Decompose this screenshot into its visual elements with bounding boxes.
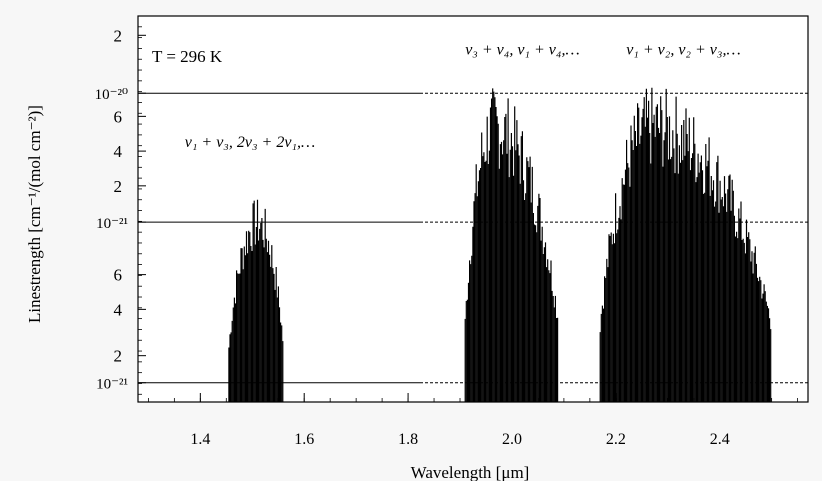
x-tick-label: 2.4: [710, 431, 730, 448]
band-label: v₃ + v₄, v₁ + v₄,…: [465, 42, 579, 59]
x-tick-label: 1.6: [294, 431, 314, 448]
x-tick-label: 2.2: [606, 431, 626, 448]
x-tick-label: 1.4: [190, 431, 210, 448]
y-tick-label: 2: [114, 177, 123, 196]
y-axis-label: Linestrength [cm⁻¹/(mol cm⁻²)]: [25, 105, 44, 323]
spectrum-bars: [228, 87, 772, 402]
x-axis-label: Wavelength [μm]: [411, 463, 530, 481]
y-tick-label: 4: [114, 300, 123, 319]
plot-frame: [137, 15, 809, 403]
y-tick-label: 2: [114, 347, 123, 366]
y-tick-label: 10⁻²¹: [96, 216, 128, 232]
x-tick-label: 2.0: [502, 431, 522, 448]
y-tick-label: 2: [114, 26, 123, 45]
band-labels: v₁ + v₃, 2v₃ + 2v₁,… v₃ + v₄, v₁ + v₄,… v₁…: [185, 42, 741, 152]
y-tick-label: 6: [114, 107, 123, 126]
band-label: v₁ + v₂, v₂ + v₃,…: [626, 42, 740, 59]
y-tick-label: 10⁻²⁰: [95, 87, 128, 103]
y-tick-label: 4: [114, 142, 123, 161]
x-tick-label: 1.8: [398, 431, 418, 448]
y-tick-label: 6: [114, 266, 123, 285]
y-axis: 2 10⁻²⁰ 6 4 2 10⁻²¹ 6 4 2 10⁻²¹: [95, 26, 146, 395]
temperature-annotation: T = 296 K: [152, 47, 223, 66]
band-label: v₁ + v₃, 2v₃ + 2v₁,…: [185, 134, 315, 151]
y-tick-label: 10⁻²¹: [96, 377, 128, 393]
x-axis: 1.4 1.6 1.8 2.0 2.2 2.4: [147, 393, 799, 448]
